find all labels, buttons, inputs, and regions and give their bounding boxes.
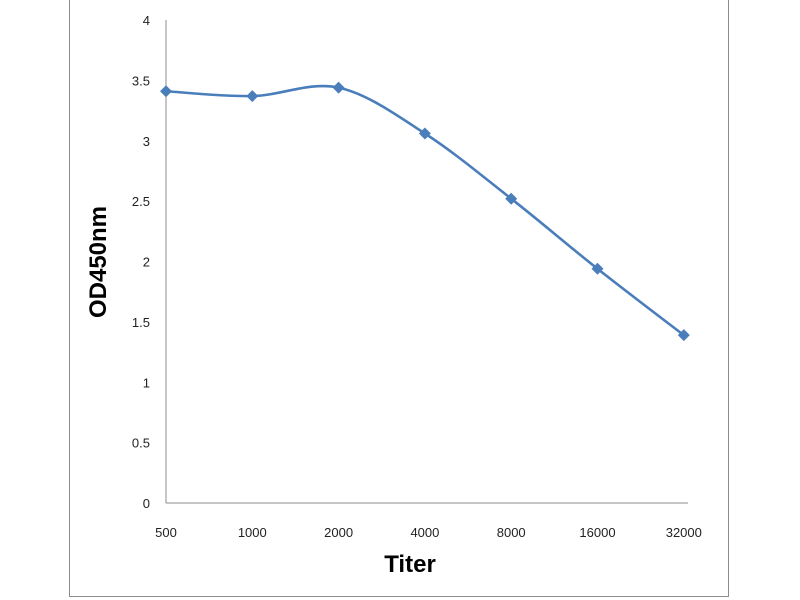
x-tick-label: 32000 — [666, 525, 702, 540]
y-tick-label: 0 — [143, 496, 150, 511]
series-line — [165, 84, 685, 337]
y-tick-label: 0.5 — [132, 436, 150, 451]
y-tick-label: 1.5 — [132, 315, 150, 330]
y-tick-label: 3.5 — [132, 73, 150, 88]
x-tick-label: 500 — [155, 525, 177, 540]
data-point-marker — [332, 81, 345, 94]
x-axis-title: Titer — [384, 551, 436, 578]
y-tick-label: 1 — [143, 375, 150, 390]
y-axis-title: OD450nm — [85, 206, 112, 318]
x-tick-label: 16000 — [579, 525, 615, 540]
data-point-marker — [246, 90, 259, 103]
data-point-marker — [505, 192, 518, 205]
x-tick-label: 2000 — [324, 525, 353, 540]
data-point-marker — [418, 127, 431, 140]
x-tick-label: 8000 — [497, 525, 526, 540]
x-tick-label: 4000 — [410, 525, 439, 540]
x-tick-label: 1000 — [238, 525, 267, 540]
data-point-marker — [160, 85, 172, 98]
data-point-marker — [677, 329, 690, 342]
y-tick-label: 2.5 — [132, 194, 150, 209]
y-tick-label: 2 — [143, 255, 150, 270]
data-point-marker — [591, 262, 604, 275]
chart-frame — [69, 0, 729, 597]
y-tick-label: 4 — [143, 13, 150, 28]
y-tick-label: 3 — [143, 134, 150, 149]
